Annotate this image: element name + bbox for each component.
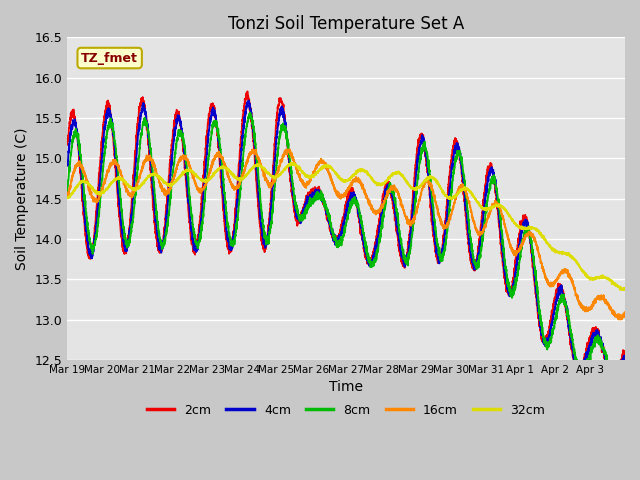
- 16cm: [63, 195, 71, 201]
- 4cm: [492, 184, 500, 190]
- 8cm: [63, 190, 71, 195]
- 16cm: [159, 186, 167, 192]
- Line: 2cm: 2cm: [67, 91, 625, 384]
- 32cm: [63, 194, 71, 200]
- 32cm: [621, 287, 629, 293]
- 2cm: [244, 88, 252, 94]
- 32cm: [620, 288, 627, 293]
- 4cm: [159, 240, 167, 246]
- 16cm: [476, 229, 483, 235]
- 32cm: [287, 160, 295, 166]
- Legend: 2cm, 4cm, 8cm, 16cm, 32cm: 2cm, 4cm, 8cm, 16cm, 32cm: [142, 398, 550, 421]
- 8cm: [476, 255, 483, 261]
- 2cm: [476, 238, 483, 243]
- 32cm: [500, 206, 508, 212]
- 4cm: [245, 97, 253, 103]
- 32cm: [476, 203, 483, 209]
- Text: TZ_fmet: TZ_fmet: [81, 51, 138, 64]
- 16cm: [435, 213, 443, 218]
- 2cm: [609, 381, 616, 386]
- 4cm: [500, 264, 508, 269]
- 4cm: [435, 261, 443, 266]
- 16cm: [424, 178, 432, 183]
- 16cm: [500, 220, 508, 226]
- 2cm: [500, 271, 508, 276]
- 16cm: [492, 200, 500, 206]
- 16cm: [285, 146, 293, 152]
- 2cm: [159, 237, 167, 243]
- 8cm: [424, 158, 432, 164]
- 4cm: [610, 377, 618, 383]
- 2cm: [435, 258, 443, 264]
- 8cm: [621, 359, 629, 364]
- Line: 4cm: 4cm: [67, 100, 625, 380]
- 32cm: [492, 202, 500, 207]
- Line: 8cm: 8cm: [67, 113, 625, 379]
- 32cm: [424, 175, 432, 180]
- 16cm: [621, 311, 629, 316]
- 4cm: [63, 161, 71, 167]
- X-axis label: Time: Time: [329, 381, 363, 395]
- Title: Tonzi Soil Temperature Set A: Tonzi Soil Temperature Set A: [228, 15, 464, 33]
- 4cm: [476, 246, 483, 252]
- Y-axis label: Soil Temperature (C): Soil Temperature (C): [15, 127, 29, 270]
- 32cm: [159, 178, 167, 184]
- 8cm: [435, 245, 443, 251]
- 8cm: [246, 110, 254, 116]
- 2cm: [621, 351, 629, 357]
- Line: 16cm: 16cm: [67, 149, 625, 320]
- 8cm: [492, 183, 500, 189]
- 8cm: [614, 376, 621, 382]
- 4cm: [621, 356, 629, 361]
- 2cm: [492, 192, 500, 198]
- 4cm: [424, 167, 432, 173]
- 8cm: [159, 244, 167, 250]
- 32cm: [435, 182, 443, 188]
- 16cm: [616, 317, 624, 323]
- 2cm: [424, 178, 432, 184]
- 2cm: [63, 141, 71, 147]
- Line: 32cm: 32cm: [67, 163, 625, 290]
- 8cm: [500, 251, 508, 256]
